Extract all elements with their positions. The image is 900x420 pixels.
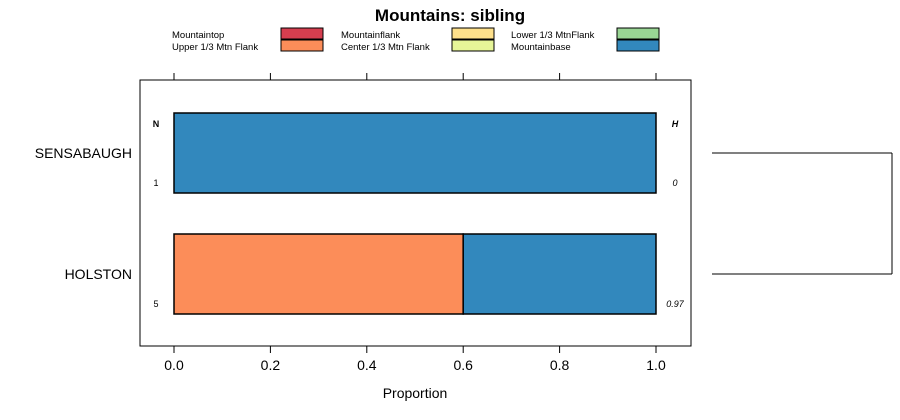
dendrogram bbox=[712, 152, 893, 275]
legend-swatch bbox=[280, 27, 324, 40]
x-tick-label: 0.0 bbox=[164, 357, 184, 373]
x-tick-label: 0.2 bbox=[261, 357, 281, 373]
legend-label: Mountainbase bbox=[511, 42, 571, 53]
n-value: 1 bbox=[153, 178, 158, 188]
bar-segment bbox=[173, 233, 464, 315]
legend-label: Mountaintop bbox=[172, 30, 224, 41]
h-value: 0.97 bbox=[666, 299, 685, 309]
legend-swatch bbox=[451, 27, 495, 40]
x-axis: 0.0 0.2 0.4 0.6 0.8 1.0 bbox=[164, 73, 666, 373]
chart-title: Mountains: sibling bbox=[375, 6, 525, 25]
x-tick-label: 0.4 bbox=[357, 357, 377, 373]
x-tick-label: 1.0 bbox=[646, 357, 666, 373]
legend-label: Mountainflank bbox=[341, 30, 400, 41]
plot-frame bbox=[139, 79, 692, 347]
h-header: H bbox=[672, 119, 679, 129]
legend-label: Lower 1/3 MtnFlank bbox=[511, 30, 595, 41]
legend-swatch bbox=[451, 39, 495, 52]
bars: SENSABAUGH 1 0 HOLSTON 5 0.97 bbox=[35, 112, 685, 315]
legend-swatch bbox=[280, 39, 324, 52]
n-header: N bbox=[153, 119, 160, 129]
h-value: 0 bbox=[672, 178, 677, 188]
bar-segment bbox=[173, 112, 657, 194]
x-tick-label: 0.8 bbox=[550, 357, 570, 373]
x-axis-label: Proportion bbox=[383, 385, 448, 401]
category-label: HOLSTON bbox=[65, 266, 132, 282]
n-value: 5 bbox=[153, 299, 158, 309]
legend-swatch bbox=[616, 27, 660, 40]
legend-label: Center 1/3 Mtn Flank bbox=[341, 42, 430, 53]
bar-segment bbox=[462, 233, 657, 315]
legend-swatch bbox=[616, 39, 660, 52]
x-tick-label: 0.6 bbox=[453, 357, 473, 373]
category-label: SENSABAUGH bbox=[35, 145, 132, 161]
legend-label: Upper 1/3 Mtn Flank bbox=[172, 42, 258, 53]
